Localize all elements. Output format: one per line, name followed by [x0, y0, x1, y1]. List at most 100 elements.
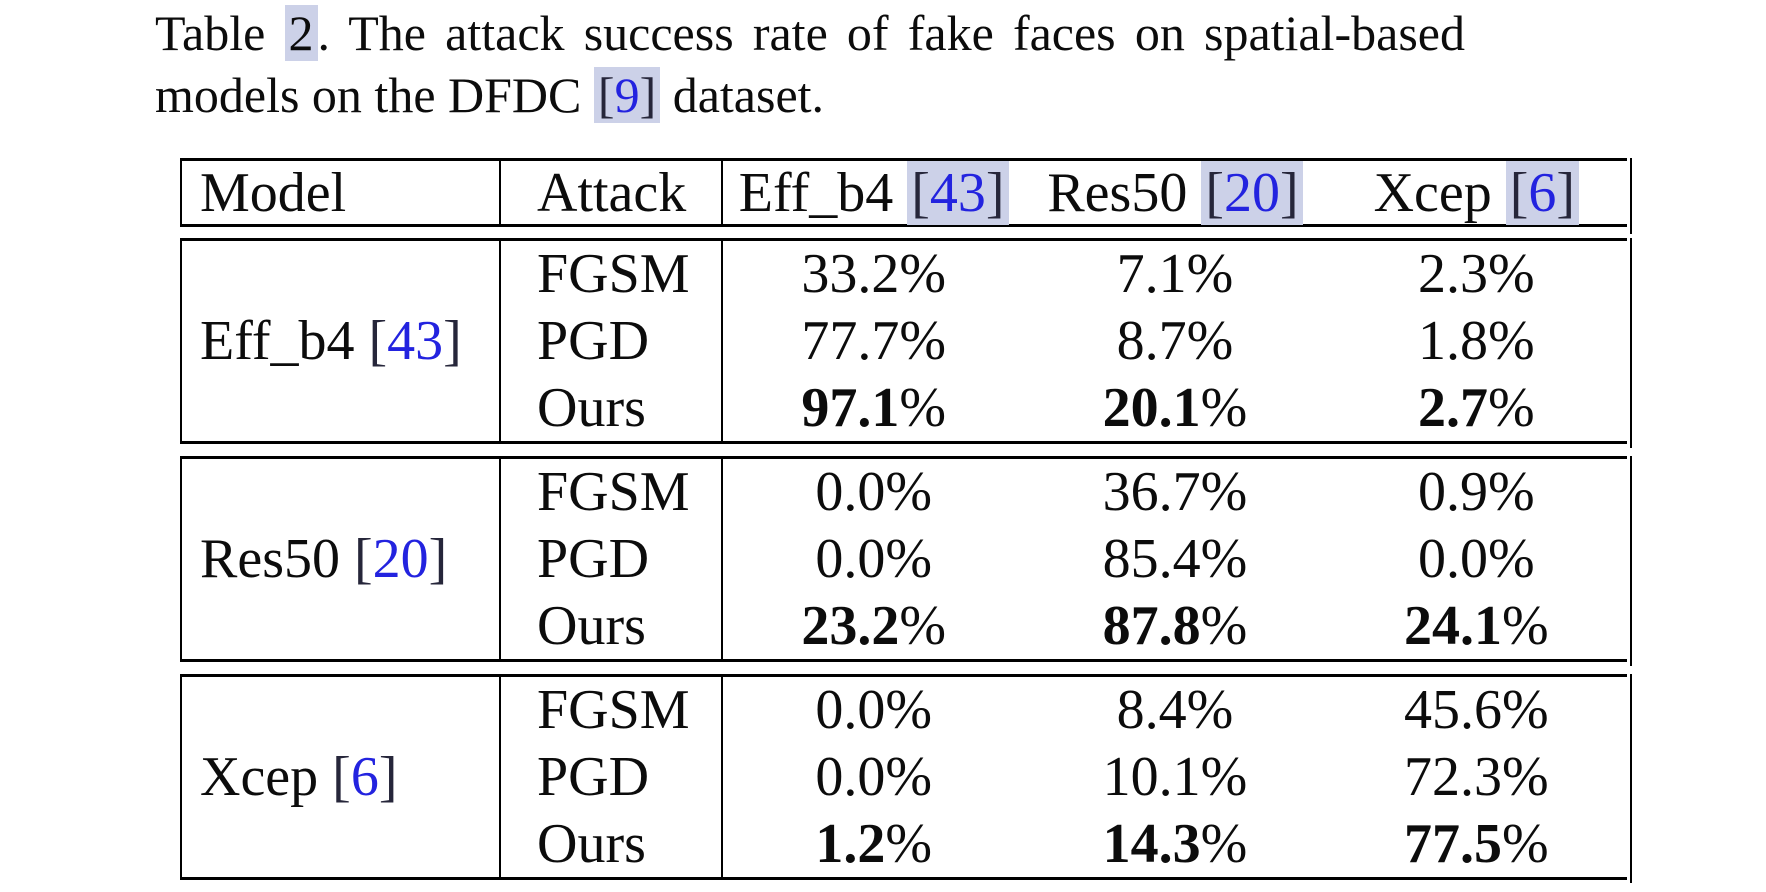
asr-number: 33.2% — [801, 243, 946, 306]
asr-value: 77.7% — [723, 308, 1024, 375]
asr-value: 1.2% — [723, 810, 1024, 877]
asr-number: 0.0% — [1418, 527, 1535, 590]
asr-number: 10.1% — [1102, 745, 1248, 808]
attack-name: PGD — [537, 527, 650, 590]
asr-value: 1.8% — [1326, 308, 1627, 375]
attack-name: FGSM — [537, 243, 690, 306]
asr-number: 8.7% — [1116, 309, 1234, 372]
citation-link-dfdc[interactable]: [9] — [593, 67, 661, 123]
asr-value: 2.3% — [1326, 241, 1627, 308]
table-right-border — [1630, 674, 1632, 883]
column-header-model: Model — [182, 161, 501, 225]
asr-value: 36.7% — [1024, 459, 1325, 526]
attack-name: FGSM — [537, 679, 690, 742]
asr-number: 1.8% — [1418, 309, 1535, 372]
asr-number: 97.1% — [801, 376, 946, 439]
attack-label-ours: Ours — [501, 374, 723, 441]
asr-value: 14.3% — [1024, 810, 1325, 877]
table-group-res50: Res50 [20] FGSM 0.0% 36.7% 0.9% PGD 0.0% … — [180, 456, 1627, 662]
asr-value: 7.1% — [1024, 241, 1325, 308]
column-header-attack: Attack — [501, 161, 723, 225]
asr-number: 0.9% — [1418, 461, 1535, 524]
attack-label-ours: Ours — [501, 592, 723, 659]
column-header-attack-label: Attack — [537, 162, 687, 224]
asr-number: 45.6% — [1404, 679, 1549, 742]
table-right-border — [1630, 158, 1632, 234]
attack-name: PGD — [537, 745, 650, 808]
asr-number: 77.5% — [1404, 812, 1549, 875]
attack-label-pgd: PGD — [501, 743, 723, 811]
asr-value: 97.1% — [723, 374, 1024, 441]
caption-prefix: Table — [155, 5, 285, 61]
attack-label-fgsm: FGSM — [501, 241, 723, 308]
column-header-res50-label: Res50 — [1047, 162, 1188, 224]
asr-value: 10.1% — [1024, 744, 1325, 811]
model-name: Eff_b4 — [200, 309, 355, 372]
asr-value: 8.7% — [1024, 308, 1325, 375]
asr-value: 87.8% — [1024, 592, 1325, 659]
citation-link-20[interactable]: [20] — [1201, 161, 1303, 225]
column-header-res50: Res50 [20] — [1024, 161, 1325, 225]
asr-value: 33.2% — [723, 241, 1024, 308]
asr-value: 20.1% — [1024, 374, 1325, 441]
caption-text-2: models on the DFDC — [155, 67, 594, 123]
asr-value: 0.0% — [723, 744, 1024, 811]
asr-value: 8.4% — [1024, 677, 1325, 744]
attack-name: FGSM — [537, 461, 690, 524]
column-header-model-label: Model — [200, 162, 347, 224]
asr-number: 36.7% — [1102, 461, 1248, 524]
column-header-effb4: Eff_b4 [43] — [723, 161, 1024, 225]
asr-number: 72.3% — [1404, 745, 1549, 808]
citation-link-6[interactable]: [6] — [1505, 161, 1580, 225]
table-group-effb4: Eff_b4 [43] FGSM 33.2% 7.1% 2.3% PGD 77.7… — [180, 238, 1627, 444]
model-label-effb4: Eff_b4 [43] — [182, 241, 501, 441]
asr-number: 20.1% — [1102, 376, 1248, 439]
asr-value: 0.0% — [723, 459, 1024, 526]
model-name: Res50 — [200, 527, 340, 590]
asr-value: 24.1% — [1326, 592, 1627, 659]
caption-line-2: models on the DFDC [9] dataset. — [155, 64, 1465, 126]
asr-number: 0.0% — [815, 461, 932, 524]
attack-label-fgsm: FGSM — [501, 677, 723, 744]
attack-name: Ours — [537, 812, 646, 875]
attack-label-ours: Ours — [501, 810, 723, 877]
citation-link-43-body[interactable]: [43] — [368, 309, 462, 372]
attack-label-pgd: PGD — [501, 307, 723, 375]
asr-number: 14.3% — [1102, 812, 1248, 875]
asr-value: 85.4% — [1024, 526, 1325, 593]
table-number-link[interactable]: 2 — [284, 5, 318, 61]
citation-link-20-body[interactable]: [20] — [354, 527, 448, 590]
asr-number: 2.7% — [1418, 376, 1535, 439]
column-header-effb4-label: Eff_b4 — [738, 162, 894, 224]
citation-link-6-body[interactable]: [6] — [332, 745, 398, 808]
table-group-xcep: Xcep [6] FGSM 0.0% 8.4% 45.6% PGD 0.0% 10… — [180, 674, 1627, 880]
caption-line-1: Table 2. The attack success rate of fake… — [155, 2, 1465, 64]
column-header-xcep-label: Xcep — [1373, 162, 1492, 224]
model-name: Xcep — [200, 745, 319, 808]
asr-value: 23.2% — [723, 592, 1024, 659]
asr-number: 23.2% — [801, 594, 946, 657]
asr-value: 77.5% — [1326, 810, 1627, 877]
table-right-border — [1630, 456, 1632, 666]
attack-label-fgsm: FGSM — [501, 459, 723, 526]
attack-name: PGD — [537, 309, 650, 372]
asr-value: 2.7% — [1326, 374, 1627, 441]
asr-number: 0.0% — [815, 745, 932, 808]
caption-text-3: dataset. — [660, 67, 825, 123]
model-label-res50: Res50 [20] — [182, 459, 501, 659]
column-header-xcep: Xcep [6] — [1326, 161, 1627, 225]
asr-number: 2.3% — [1418, 243, 1535, 306]
asr-value: 0.0% — [723, 526, 1024, 593]
asr-number: 0.0% — [815, 527, 932, 590]
asr-number: 87.8% — [1102, 594, 1248, 657]
attack-name: Ours — [537, 376, 646, 439]
attack-label-pgd: PGD — [501, 525, 723, 593]
citation-link-43[interactable]: [43] — [907, 161, 1009, 225]
asr-number: 8.4% — [1116, 679, 1234, 742]
asr-number: 85.4% — [1102, 527, 1248, 590]
table-right-border — [1630, 238, 1632, 448]
table-header-row: Model Attack Eff_b4 [43] Res50 [20] Xcep [6… — [180, 158, 1627, 227]
asr-number: 0.0% — [815, 679, 932, 742]
model-label-xcep: Xcep [6] — [182, 677, 501, 877]
